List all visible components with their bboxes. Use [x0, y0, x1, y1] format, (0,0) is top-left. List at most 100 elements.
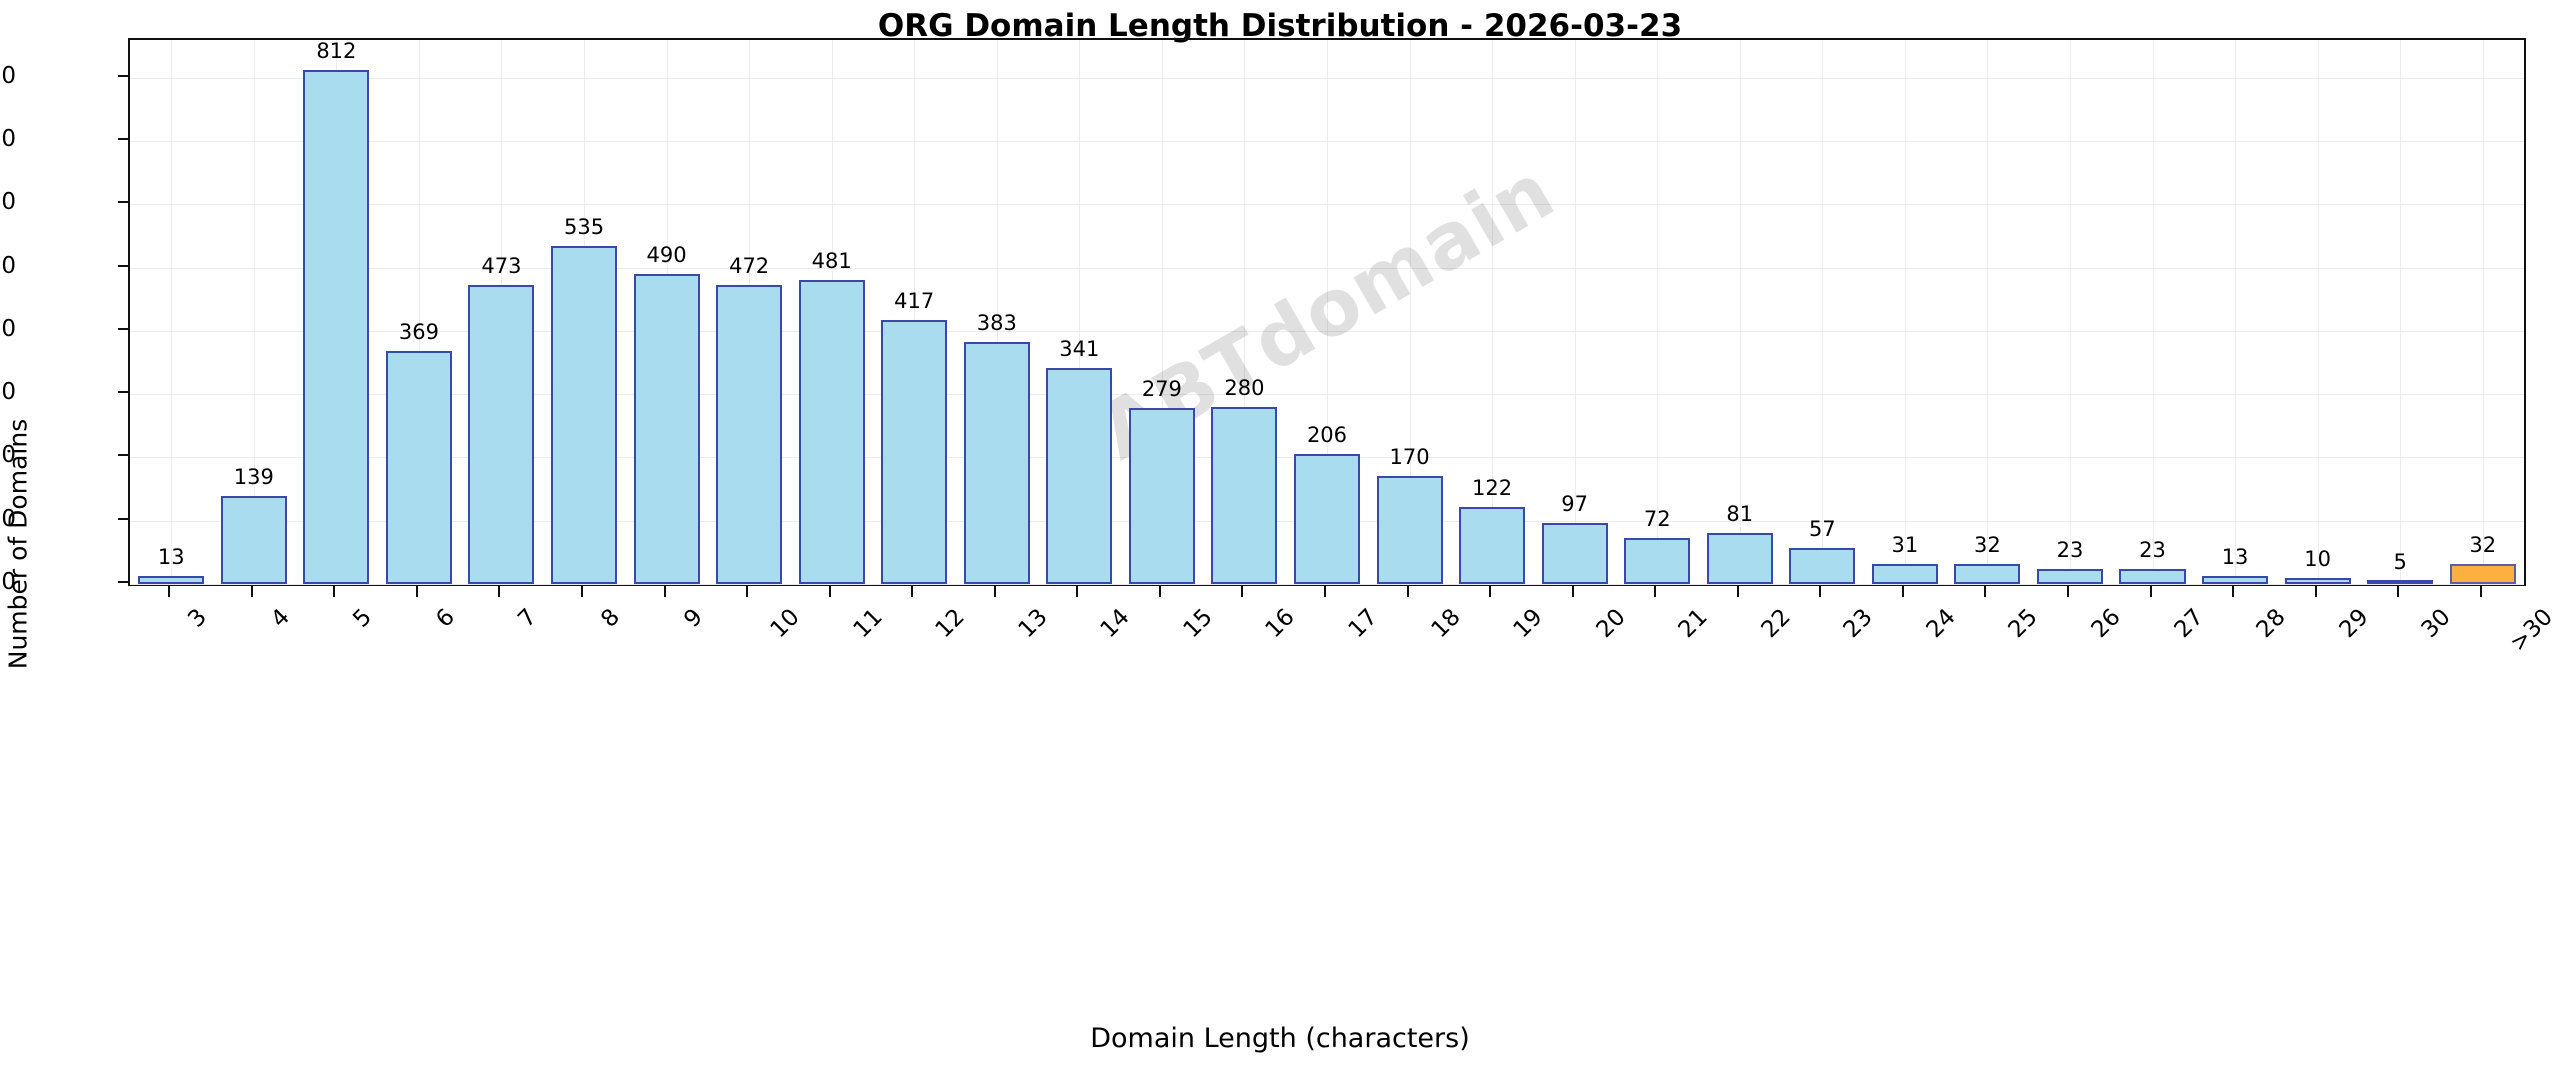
y-tick-label: 700	[0, 126, 16, 153]
x-tick-mark	[1819, 586, 1822, 597]
bar-value-label: 81	[1726, 501, 1754, 526]
x-tick-label: 7	[513, 604, 543, 633]
x-tick-label: 30	[2416, 604, 2456, 644]
bar[interactable]	[2284, 577, 2351, 584]
bar[interactable]	[2367, 580, 2434, 584]
bar[interactable]	[1624, 538, 1691, 584]
y-tick-label: 300	[0, 379, 16, 406]
bar[interactable]	[1128, 407, 1195, 584]
y-tick-label: 500	[0, 252, 16, 279]
x-tick-mark	[1076, 586, 1079, 597]
bar-value-label: 57	[1808, 516, 1836, 541]
bar[interactable]	[881, 320, 948, 584]
x-tick-mark	[746, 586, 749, 597]
x-tick-label: 9	[678, 604, 708, 633]
y-tick-label: 400	[0, 315, 16, 342]
bar-value-label: 32	[2469, 532, 2497, 557]
bar-value-label: 13	[2221, 544, 2249, 569]
bar[interactable]	[1541, 522, 1608, 584]
x-tick-mark	[1158, 586, 1161, 597]
x-tick-mark	[2397, 586, 2400, 597]
x-tick-mark	[2314, 586, 2317, 597]
x-tick-mark	[1241, 586, 1244, 597]
y-tick-mark	[118, 517, 128, 520]
bar[interactable]	[633, 274, 700, 584]
x-tick-label: 11	[848, 604, 888, 644]
bar[interactable]	[1871, 564, 1938, 584]
x-tick-mark	[1736, 586, 1739, 597]
bar-value-label: 473	[481, 253, 522, 278]
bar[interactable]	[1459, 506, 1526, 584]
x-tick-label: 13	[1013, 604, 1053, 644]
x-tick-label: 16	[1261, 604, 1301, 644]
bar[interactable]	[220, 496, 287, 584]
x-tick-label: 4	[266, 604, 295, 633]
x-tick-mark	[1324, 586, 1326, 597]
x-tick-mark	[333, 586, 336, 597]
bar-value-label: 23	[2056, 538, 2084, 563]
x-tick-label: 25	[2003, 604, 2044, 644]
y-tick-mark	[118, 581, 128, 583]
bar[interactable]	[2119, 569, 2186, 584]
x-tick-mark	[498, 586, 501, 597]
bar-value-label: 481	[811, 248, 852, 273]
bar-value-label: 97	[1561, 491, 1589, 516]
bar[interactable]	[2202, 575, 2269, 584]
x-tick-mark	[1901, 586, 1904, 597]
y-tick-mark	[118, 74, 128, 77]
bar-value-label: 5	[2393, 549, 2407, 574]
y-tick-label: 200	[0, 442, 16, 469]
x-tick-label: 5	[348, 604, 378, 633]
bar-value-label: 10	[2304, 546, 2331, 571]
bar-value-label: 32	[1974, 532, 2001, 557]
x-tick-mark	[1984, 586, 1987, 597]
bar[interactable]	[1376, 476, 1443, 584]
x-tick-mark	[168, 586, 171, 597]
bar-value-label: 417	[894, 289, 935, 314]
bar[interactable]	[1211, 406, 1278, 584]
bar-value-label: 279	[1141, 376, 1182, 401]
x-tick-label: 29	[2334, 604, 2374, 644]
bar[interactable]	[2449, 563, 2516, 584]
bar[interactable]	[385, 350, 452, 584]
bar-value-label: 122	[1472, 475, 1513, 500]
bar[interactable]	[963, 341, 1030, 584]
x-tick-mark	[993, 586, 996, 597]
bar[interactable]	[303, 70, 370, 584]
bar-value-label: 31	[1891, 533, 1919, 558]
bar[interactable]	[716, 285, 783, 584]
bar-value-label: 812	[316, 39, 357, 64]
x-tick-label: 24	[1921, 604, 1961, 644]
x-tick-label: 15	[1178, 604, 1218, 644]
x-tick-mark	[415, 586, 418, 597]
y-tick-mark	[118, 264, 128, 267]
x-tick-mark	[1489, 586, 1492, 597]
bar[interactable]	[468, 284, 535, 584]
y-tick-mark	[118, 138, 128, 141]
x-tick-label: 21	[1673, 604, 1713, 644]
x-tick-label: 12	[930, 604, 970, 644]
bar[interactable]	[1046, 368, 1113, 584]
bar[interactable]	[551, 245, 618, 584]
x-axis-label: Domain Length (characters)	[1090, 1023, 1470, 1054]
bar[interactable]	[1954, 563, 2021, 584]
bar[interactable]	[1706, 532, 1773, 584]
x-tick-label: 18	[1426, 604, 1466, 644]
bars-container: 13 139 812 369 473 535 490 472 481 417 383 341 279 28…	[130, 39, 2524, 584]
bar[interactable]	[138, 575, 205, 584]
y-tick-label: 0	[1, 569, 16, 595]
bar[interactable]	[1293, 453, 1360, 584]
x-tick-label: 6	[431, 604, 460, 633]
bar-value-label: 369	[398, 319, 439, 344]
x-tick-label: 17	[1343, 604, 1383, 644]
x-tick-label: 22	[1756, 604, 1796, 644]
x-tick-mark	[2232, 586, 2235, 597]
bar[interactable]	[798, 279, 865, 584]
x-tick-mark	[2149, 586, 2152, 597]
bar[interactable]	[2036, 569, 2103, 584]
x-tick-mark	[828, 586, 831, 597]
bar-value-label: 535	[563, 214, 605, 239]
bar[interactable]	[1789, 547, 1856, 584]
y-tick-mark	[118, 201, 128, 204]
